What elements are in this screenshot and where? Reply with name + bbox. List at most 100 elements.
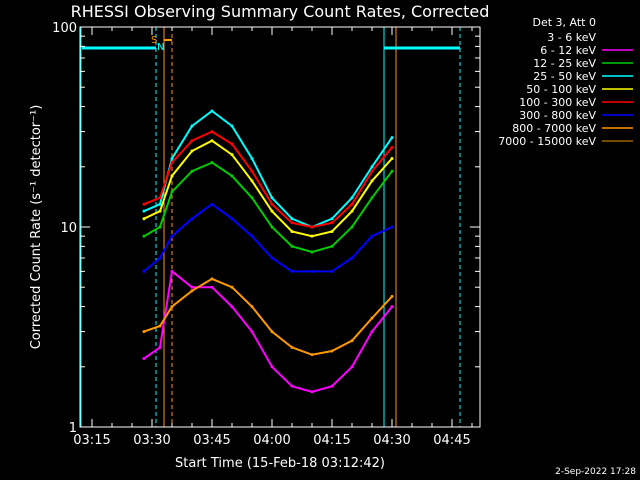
x-tick-label: 04:30 bbox=[373, 433, 410, 448]
data-point bbox=[190, 139, 194, 143]
data-point bbox=[330, 229, 334, 233]
data-point bbox=[210, 130, 214, 134]
data-point bbox=[310, 225, 314, 229]
data-point bbox=[142, 330, 146, 334]
data-point bbox=[350, 225, 354, 229]
data-point bbox=[370, 165, 374, 169]
data-point bbox=[290, 229, 294, 233]
data-point bbox=[158, 202, 162, 206]
y-tick-label: 1 bbox=[69, 421, 77, 436]
data-point bbox=[170, 161, 174, 165]
legend-label: 12 - 25 keV bbox=[533, 57, 596, 70]
data-point bbox=[250, 157, 254, 161]
data-point bbox=[210, 285, 214, 289]
y-tick-label: 10 bbox=[60, 221, 77, 236]
data-point bbox=[158, 324, 162, 328]
data-point bbox=[230, 174, 234, 178]
data-point bbox=[250, 234, 254, 238]
data-point bbox=[370, 169, 374, 173]
data-point bbox=[270, 209, 274, 213]
data-point bbox=[210, 277, 214, 281]
data-point bbox=[270, 330, 274, 334]
x-tick-label: 03:15 bbox=[73, 433, 110, 448]
legend-label: 800 - 7000 keV bbox=[512, 122, 596, 135]
data-point bbox=[250, 179, 254, 183]
data-point bbox=[250, 305, 254, 309]
data-point bbox=[310, 250, 314, 254]
data-point bbox=[390, 225, 394, 229]
legend-label: 3 - 6 keV bbox=[547, 31, 596, 44]
x-tick-label: 04:45 bbox=[433, 433, 470, 448]
x-axis-label: Start Time (15-Feb-18 03:12:42) bbox=[175, 456, 385, 471]
data-point bbox=[190, 149, 194, 153]
legend-label: 50 - 100 keV bbox=[526, 83, 596, 96]
data-point bbox=[142, 217, 146, 221]
data-point bbox=[190, 289, 194, 293]
data-point bbox=[230, 142, 234, 146]
data-point bbox=[210, 161, 214, 165]
data-point bbox=[350, 339, 354, 343]
legend-label: 7000 - 15000 keV bbox=[498, 135, 596, 148]
data-point bbox=[310, 390, 314, 394]
data-point bbox=[370, 234, 374, 238]
data-point bbox=[250, 169, 254, 173]
legend-header: Det 3, Att 0 bbox=[533, 16, 597, 29]
data-point bbox=[290, 384, 294, 388]
data-point bbox=[330, 349, 334, 353]
data-point bbox=[390, 305, 394, 309]
data-point bbox=[370, 196, 374, 200]
data-point bbox=[330, 217, 334, 221]
data-point bbox=[158, 209, 162, 213]
data-point bbox=[230, 124, 234, 128]
data-point bbox=[290, 217, 294, 221]
data-point bbox=[390, 294, 394, 298]
data-point bbox=[142, 202, 146, 206]
data-point bbox=[270, 196, 274, 200]
data-point bbox=[370, 330, 374, 334]
y-axis-label: Corrected Count Rate (s⁻¹ detector⁻¹) bbox=[29, 105, 44, 350]
x-tick-label: 04:00 bbox=[253, 433, 290, 448]
legend-label: 300 - 800 keV bbox=[519, 109, 596, 122]
legend-label: 25 - 50 keV bbox=[533, 70, 596, 83]
data-point bbox=[310, 269, 314, 273]
data-point bbox=[350, 209, 354, 213]
data-point bbox=[142, 209, 146, 213]
timestamp: 2-Sep-2022 17:28 bbox=[555, 467, 636, 477]
data-point bbox=[270, 225, 274, 229]
series-line bbox=[143, 202, 393, 273]
data-point bbox=[250, 330, 254, 334]
data-point bbox=[190, 169, 194, 173]
data-point bbox=[350, 196, 354, 200]
data-point bbox=[390, 169, 394, 173]
data-point bbox=[190, 124, 194, 128]
data-point bbox=[230, 217, 234, 221]
chart-title: RHESSI Observing Summary Count Rates, Co… bbox=[71, 2, 490, 21]
series-line bbox=[143, 109, 393, 229]
series-line bbox=[143, 269, 393, 393]
data-point bbox=[170, 174, 174, 178]
data-point bbox=[350, 202, 354, 206]
data-point bbox=[290, 269, 294, 273]
data-point bbox=[158, 256, 162, 260]
plot-area: SN bbox=[80, 27, 461, 427]
data-point bbox=[290, 221, 294, 225]
series-line bbox=[143, 161, 393, 254]
x-tick-label: 04:15 bbox=[313, 433, 350, 448]
data-point bbox=[330, 384, 334, 388]
series-line bbox=[143, 139, 393, 238]
axes: 03:15 03:30 03:45 04:00 04:15 04:30 04:45 1 10 10… bbox=[52, 21, 480, 448]
data-point bbox=[330, 244, 334, 248]
data-point bbox=[190, 217, 194, 221]
data-point bbox=[210, 109, 214, 113]
data-point bbox=[158, 225, 162, 229]
data-point bbox=[170, 269, 174, 273]
data-point bbox=[210, 139, 214, 143]
data-point bbox=[170, 157, 174, 161]
x-tick-label: 03:30 bbox=[133, 433, 170, 448]
data-point bbox=[350, 365, 354, 369]
annotation-n: N bbox=[157, 42, 164, 53]
data-point bbox=[370, 316, 374, 320]
data-point bbox=[330, 269, 334, 273]
data-point bbox=[158, 345, 162, 349]
